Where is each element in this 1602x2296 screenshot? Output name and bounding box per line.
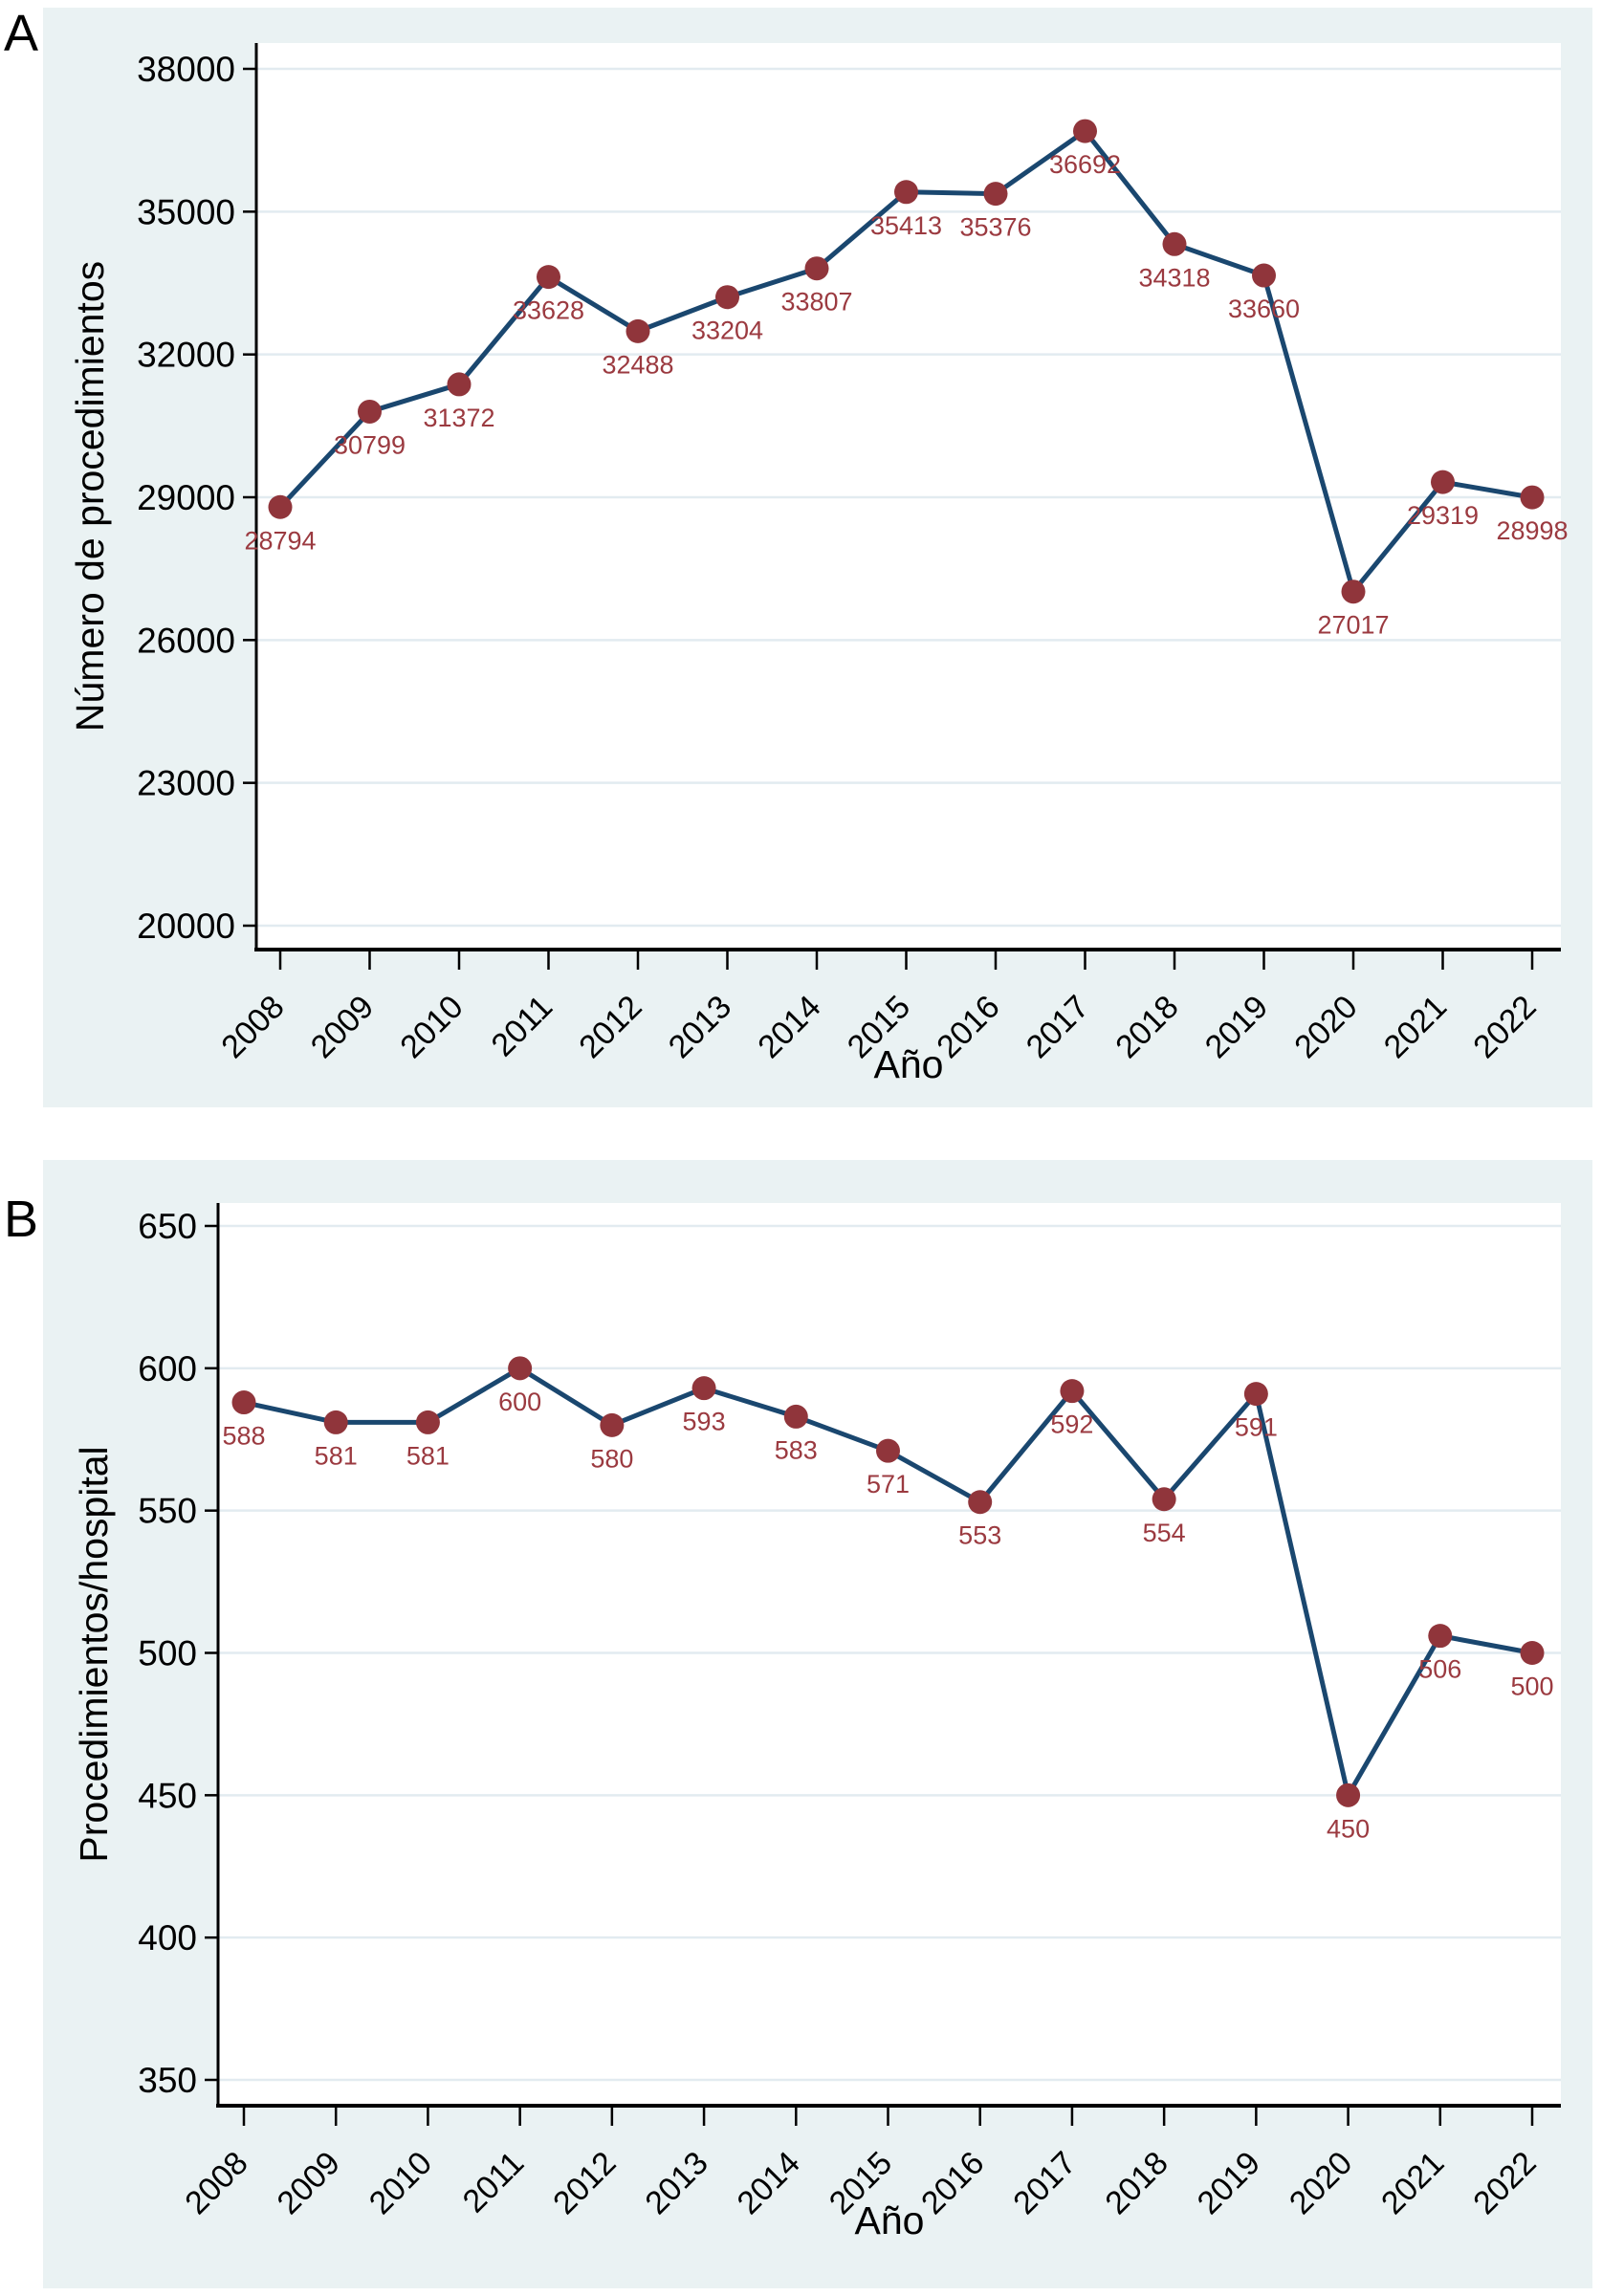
data-point-marker — [1341, 579, 1366, 604]
data-point-label: 35376 — [959, 213, 1031, 242]
data-point-marker — [508, 1356, 533, 1381]
data-point-label: 33807 — [780, 288, 852, 317]
data-point-label: 35413 — [870, 211, 942, 240]
data-point-marker — [415, 1410, 440, 1434]
data-point-marker — [804, 256, 829, 281]
data-point-marker — [894, 180, 918, 205]
data-point-marker — [1060, 1379, 1085, 1404]
data-point-marker — [1520, 1641, 1545, 1665]
data-point-label: 29319 — [1407, 501, 1479, 530]
y-tick-label: 450 — [138, 1776, 197, 1815]
panel-b-letter: B — [4, 1191, 39, 1248]
data-point-label: 580 — [590, 1444, 633, 1473]
data-point-label: 30799 — [334, 430, 406, 459]
y-tick-label: 38000 — [137, 50, 235, 89]
data-point-marker — [1336, 1782, 1361, 1807]
data-point-label: 32488 — [602, 350, 673, 379]
data-point-marker — [447, 372, 472, 397]
data-point-marker — [968, 1490, 993, 1515]
data-point-label: 506 — [1418, 1655, 1461, 1684]
y-tick-label: 23000 — [137, 764, 235, 803]
data-point-label: 500 — [1510, 1673, 1553, 1701]
data-point-label: 27017 — [1317, 611, 1389, 640]
data-point-label: 593 — [683, 1408, 726, 1436]
data-point-marker — [715, 285, 739, 310]
data-point-marker — [1252, 263, 1276, 288]
data-point-marker — [1428, 1624, 1453, 1649]
data-point-label: 581 — [406, 1441, 450, 1470]
y-tick-label: 500 — [138, 1634, 197, 1673]
data-point-marker — [358, 399, 382, 424]
data-point-label: 600 — [498, 1388, 541, 1416]
data-point-label: 591 — [1235, 1413, 1278, 1442]
data-point-marker — [1520, 485, 1545, 510]
data-point-marker — [876, 1438, 900, 1463]
data-point-label: 31372 — [423, 404, 494, 432]
data-point-marker — [323, 1410, 348, 1434]
x-axis-title: Año — [855, 2198, 925, 2242]
data-point-label: 28794 — [244, 526, 316, 555]
y-tick-label: 350 — [138, 2061, 197, 2100]
data-point-marker — [1073, 119, 1097, 143]
data-point-marker — [537, 265, 560, 290]
data-point-marker — [1243, 1382, 1268, 1407]
data-point-marker — [1162, 231, 1187, 256]
y-tick-label: 29000 — [137, 478, 235, 517]
data-point-marker — [783, 1404, 808, 1429]
y-tick-label: 20000 — [137, 907, 235, 946]
data-point-marker — [1152, 1487, 1176, 1512]
y-tick-label: 650 — [138, 1207, 197, 1246]
y-tick-label: 400 — [138, 1918, 197, 1957]
data-point-label: 592 — [1050, 1410, 1093, 1439]
data-point-label: 28998 — [1496, 516, 1568, 545]
y-tick-label: 600 — [138, 1349, 197, 1389]
data-point-label: 554 — [1143, 1519, 1186, 1547]
data-point-label: 553 — [958, 1521, 1001, 1550]
y-axis-title: Procedimientos/hospital — [72, 1446, 116, 1862]
data-point-label: 583 — [775, 1435, 818, 1464]
data-point-label: 450 — [1327, 1814, 1370, 1843]
data-point-marker — [983, 182, 1008, 207]
data-point-label: 36692 — [1049, 150, 1121, 179]
data-point-marker — [625, 318, 650, 343]
data-point-marker — [268, 494, 293, 519]
data-point-label: 33204 — [691, 317, 763, 345]
plot-area — [218, 1203, 1561, 2106]
y-tick-label: 26000 — [137, 621, 235, 660]
x-axis-title: Año — [874, 1042, 944, 1086]
data-point-marker — [600, 1412, 625, 1437]
data-point-marker — [231, 1390, 256, 1415]
panel-a-letter: A — [4, 5, 39, 62]
data-point-label: 34318 — [1138, 263, 1210, 292]
y-tick-label: 550 — [138, 1492, 197, 1531]
y-axis-title: Número de procedimientos — [68, 261, 112, 732]
data-point-label: 33660 — [1228, 295, 1300, 323]
data-point-label: 571 — [867, 1470, 910, 1498]
data-point-marker — [1431, 470, 1455, 494]
data-point-label: 33628 — [513, 296, 584, 325]
y-tick-label: 35000 — [137, 192, 235, 231]
y-tick-label: 32000 — [137, 336, 235, 375]
data-point-label: 581 — [315, 1441, 358, 1470]
data-point-label: 588 — [222, 1422, 265, 1451]
data-point-marker — [691, 1376, 716, 1401]
